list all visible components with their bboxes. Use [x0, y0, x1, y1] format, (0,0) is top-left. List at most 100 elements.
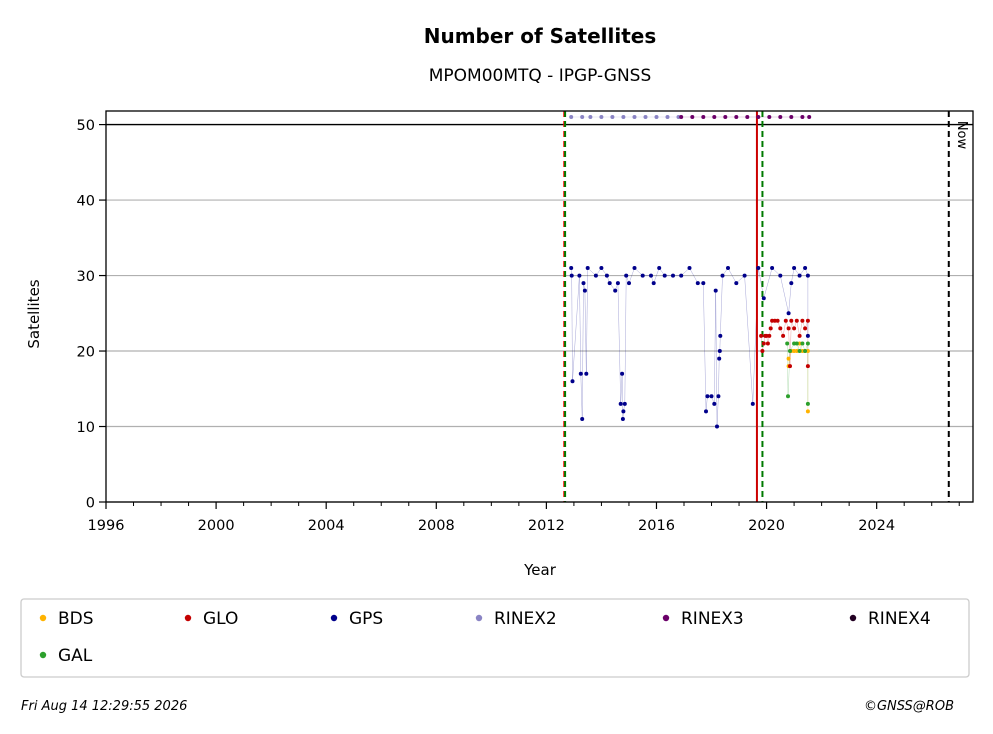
point-bds — [786, 356, 791, 361]
legend-marker-rinex2 — [475, 614, 483, 622]
point-glo — [794, 318, 799, 323]
gridlines — [106, 123, 973, 503]
point-gps — [581, 281, 586, 286]
point-gps — [593, 273, 598, 278]
legend-label-glo: GLO — [203, 609, 238, 629]
point-gps — [716, 394, 721, 399]
point-rinex2 — [610, 115, 615, 119]
point-gps — [577, 273, 582, 278]
legend-marker-gal — [39, 651, 47, 659]
point-gps — [662, 273, 667, 278]
point-glo — [778, 326, 783, 331]
series-line-bds — [788, 342, 809, 412]
x-tick-label-2004: 2004 — [308, 518, 345, 534]
point-rinex3 — [701, 115, 706, 119]
point-gps — [750, 401, 755, 406]
point-rinex2 — [665, 115, 670, 119]
x-tick-label-2012: 2012 — [528, 518, 565, 534]
point-rinex2 — [580, 115, 585, 119]
point-gal — [797, 349, 802, 353]
y-tick-label-50: 50 — [77, 118, 95, 134]
point-bds — [805, 409, 810, 414]
y-tick-label-40: 40 — [77, 194, 95, 210]
point-gal — [788, 349, 792, 353]
point-gps — [613, 288, 618, 293]
point-gal — [794, 341, 799, 346]
point-gps — [712, 401, 717, 406]
point-gps — [734, 281, 739, 286]
point-gps — [580, 417, 585, 421]
point-gps — [570, 379, 575, 384]
point-gps — [585, 266, 590, 270]
x-tick-label-2008: 2008 — [418, 518, 455, 534]
point-glo — [803, 326, 808, 331]
point-rinex3 — [756, 115, 761, 119]
point-rinex2 — [643, 115, 648, 119]
series-line-gal — [786, 342, 809, 404]
point-gps — [805, 333, 810, 338]
point-rinex2 — [654, 115, 659, 119]
point-glo — [768, 326, 773, 331]
point-rinex3 — [767, 115, 772, 119]
point-gps — [584, 371, 589, 376]
chart-title: Number of Satellites — [424, 24, 657, 48]
legend-marker-rinex3 — [662, 614, 670, 622]
point-gps — [778, 273, 783, 278]
legend-label-rinex4: RINEX4 — [868, 609, 931, 629]
point-glo — [772, 318, 777, 323]
point-gps — [615, 281, 620, 286]
point-bds — [805, 349, 810, 353]
legend-label-gal: GAL — [58, 646, 93, 666]
point-gps — [582, 288, 587, 293]
x-tick-label-2024: 2024 — [858, 518, 895, 534]
point-rinex2 — [569, 115, 574, 119]
point-glo — [788, 364, 792, 369]
point-gps — [671, 273, 675, 278]
point-gps — [701, 281, 706, 286]
point-gps — [709, 394, 714, 399]
point-gps — [640, 273, 645, 278]
axes: 1996 2000 2004 2008 2012 2016 2020 2024 0 10 20 30 4… — [77, 110, 974, 534]
point-gps — [720, 273, 725, 278]
point-rinex3 — [778, 115, 783, 119]
point-gps — [704, 409, 708, 414]
point-gps — [649, 273, 653, 278]
point-gps — [761, 296, 766, 301]
point-glo — [781, 333, 786, 338]
point-glo — [759, 333, 764, 338]
legend-marker-glo — [184, 614, 192, 622]
point-rinex2 — [632, 115, 637, 119]
x-tick-label-2020: 2020 — [748, 518, 785, 534]
point-gps — [651, 281, 656, 286]
point-gps — [695, 281, 700, 286]
point-gal — [786, 394, 790, 399]
point-gps — [679, 273, 684, 278]
legend-label-rinex3: RINEX3 — [681, 609, 744, 629]
x-tick-label-2016: 2016 — [638, 518, 675, 534]
x-tick-label-2000: 2000 — [198, 518, 235, 534]
point-rinex3 — [807, 115, 812, 119]
point-gps — [742, 273, 747, 278]
point-gps — [770, 266, 775, 270]
legend-box — [20, 598, 970, 678]
point-glo — [792, 326, 797, 331]
legend-marker-gps — [330, 614, 338, 622]
data-points — [569, 115, 812, 429]
point-gps — [624, 273, 629, 278]
point-rinex3 — [723, 115, 728, 119]
x-tick-label-1996: 1996 — [88, 518, 125, 534]
point-gps — [756, 266, 761, 270]
point-gps — [569, 266, 574, 270]
point-rinex3 — [712, 115, 717, 119]
now-label: Now — [954, 121, 969, 150]
point-gps — [657, 266, 662, 270]
point-gps — [578, 371, 583, 376]
point-gal — [803, 349, 808, 353]
point-gps — [705, 394, 710, 399]
point-bds — [797, 341, 802, 346]
point-glo — [805, 318, 810, 323]
point-gps — [622, 401, 627, 406]
footer-timestamp: Fri Aug 14 12:29:55 2026 — [21, 699, 187, 714]
y-tick-label-0: 0 — [86, 496, 95, 512]
connector-lines — [570, 116, 810, 427]
